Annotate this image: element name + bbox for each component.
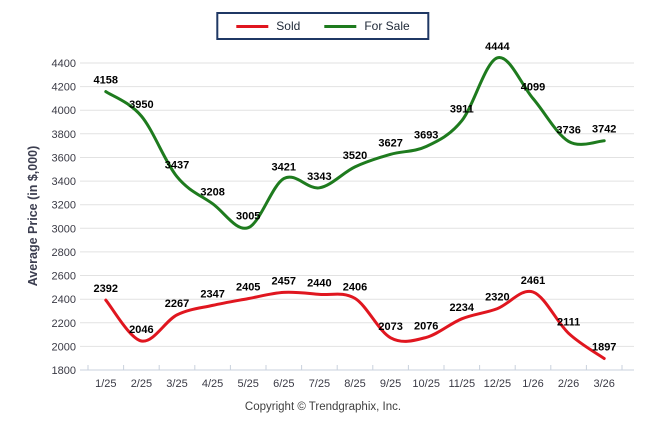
sold-data-label: 2111 [557,316,580,328]
y-tick-label: 2000 [52,341,76,353]
sold-data-label: 2406 [343,281,367,293]
y-tick-label: 2200 [52,318,76,330]
legend-label-for-sale: For Sale [364,19,410,33]
x-tick-label: 2/25 [131,378,152,390]
sold-data-label: 2347 [200,288,224,300]
y-tick-label: 3000 [52,223,76,235]
for-sale-data-label: 4099 [521,82,545,94]
for-sale-data-label: 3627 [378,137,402,149]
sold-data-label: 2073 [378,321,402,333]
y-tick-label: 2600 [52,271,76,283]
sold-data-label: 2320 [485,292,509,304]
y-tick-label: 3400 [52,176,76,188]
for-sale-data-label: 3911 [450,104,474,116]
x-tick-label: 9/25 [380,378,401,390]
legend-item-for-sale: For Sale [324,19,410,33]
sold-data-label: 2046 [129,324,153,336]
for-sale-data-label: 3437 [165,160,189,172]
for-sale-data-label: 4158 [94,75,118,87]
for-sale-data-label: 3520 [343,150,367,162]
x-tick-label: 1/25 [95,378,116,390]
legend-label-sold: Sold [276,19,301,33]
sold-data-label: 2267 [165,298,189,310]
sold-data-label: 1897 [592,342,616,354]
x-tick-label: 11/25 [448,378,475,390]
for-sale-data-label: 3005 [236,211,260,223]
sold-data-label: 2457 [272,275,296,287]
x-tick-label: 3/25 [166,378,187,390]
x-tick-label: 8/25 [344,378,365,390]
sold-data-label: 2234 [450,302,475,314]
x-tick-label: 1/26 [522,378,543,390]
y-tick-label: 1800 [52,365,76,377]
for-sale-data-label: 3421 [272,162,296,174]
y-tick-label: 3600 [52,153,76,165]
x-tick-label: 2/26 [558,378,579,390]
y-tick-label: 3800 [52,129,76,141]
for-sale-data-label: 3950 [129,99,153,111]
for-sale-data-label: 3693 [414,130,438,142]
sold-line [104,289,606,360]
y-tick-label: 2800 [52,247,76,259]
for-sale-data-label: 3208 [200,187,224,199]
y-tick-label: 4200 [52,82,76,94]
sold-line-swatch [236,24,269,28]
sold-data-label: 2405 [236,282,260,294]
for-sale-line-swatch [324,24,357,28]
x-tick-label: 5/25 [237,378,258,390]
for-sale-data-label: 3742 [592,124,616,136]
y-tick-label: 3200 [52,200,76,212]
copyright-text: Copyright © Trendgraphix, Inc. [244,401,402,413]
for-sale-data-label: 4444 [485,41,510,53]
for-sale-data-label: 3736 [556,124,580,136]
for-sale-data-label: 3343 [307,171,331,183]
sold-data-label: 2076 [414,320,438,332]
x-tick-label: 4/25 [202,378,223,390]
sold-data-label: 2461 [521,275,545,287]
y-tick-label: 4000 [52,105,76,117]
legend-item-sold: Sold [236,19,300,33]
for-sale-line [104,56,606,230]
x-tick-label: 10/25 [412,378,440,390]
x-tick-label: 7/25 [309,378,330,390]
y-tick-label: 4400 [52,58,76,70]
y-tick-label: 2400 [52,294,76,306]
sold-data-label: 2440 [307,277,331,289]
x-tick-label: 6/25 [273,378,294,390]
sold-data-label: 2392 [94,283,118,295]
x-tick-label: 3/26 [593,378,614,390]
x-tick-label: 12/25 [484,378,512,390]
legend: Sold For Sale [216,12,430,40]
